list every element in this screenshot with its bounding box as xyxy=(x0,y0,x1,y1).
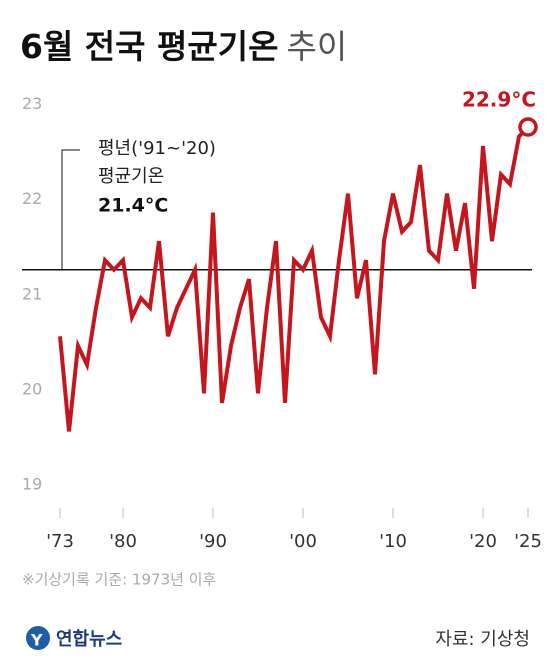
logo-mark: Y xyxy=(30,631,43,650)
x-tick-label: '25 xyxy=(514,531,542,552)
x-tick-label: '80 xyxy=(109,531,137,552)
x-tick-label: '20 xyxy=(469,531,497,552)
reference-text: 평년('91~'20) xyxy=(98,138,216,159)
title-main: 6월 전국 평균기온 xyxy=(20,27,278,66)
reference-text: 평균기온 xyxy=(98,166,164,187)
logo-icon xyxy=(26,626,50,650)
x-tick-label: '10 xyxy=(379,531,407,552)
chart-title: 6월 전국 평균기온 추이 xyxy=(20,27,347,66)
reference-leader xyxy=(61,149,80,270)
x-tick-label: '00 xyxy=(289,531,317,552)
end-label: 22.9°C xyxy=(462,88,536,112)
logo: 연합뉴스 xyxy=(56,628,122,650)
y-tick-label: 20 xyxy=(22,379,42,398)
reference-value: 21.4°C xyxy=(98,195,168,217)
end-marker xyxy=(518,117,538,137)
data-line xyxy=(58,125,530,432)
source: 자료: 기상청 xyxy=(435,629,530,650)
x-tick-label: '90 xyxy=(199,531,227,552)
y-tick-label: 19 xyxy=(22,475,42,494)
y-tick-label: 23 xyxy=(22,94,42,113)
y-tick-label: 21 xyxy=(22,284,42,303)
footnote: ※기상기록 기준: 1973년 이후 xyxy=(22,571,217,589)
y-tick-label: 22 xyxy=(22,189,42,208)
x-tick-label: '73 xyxy=(46,531,74,552)
title-suffix: 추이 xyxy=(286,27,347,66)
